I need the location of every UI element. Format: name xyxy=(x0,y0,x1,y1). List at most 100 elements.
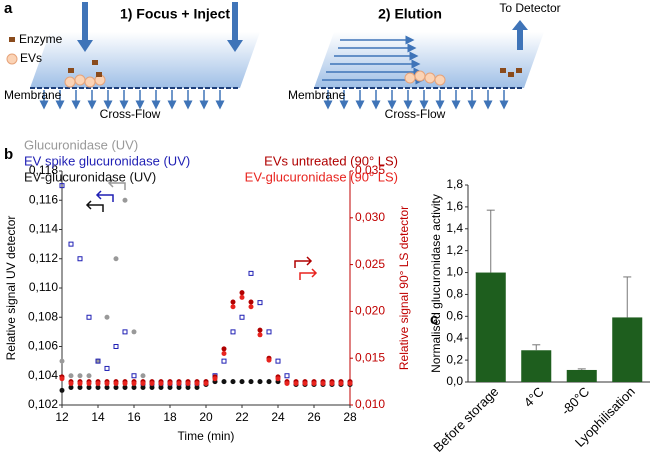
y-axis-title: Relative signal UV detector xyxy=(4,216,18,361)
point xyxy=(167,384,173,390)
diagram: 1) Focus + Inject 2) Elution Enzyme EVs … xyxy=(4,1,561,121)
y-tick-label: 1,4 xyxy=(446,221,463,235)
point xyxy=(86,314,92,320)
y-tick-label: 0,114 xyxy=(29,222,58,236)
point xyxy=(68,241,74,247)
bar xyxy=(612,317,643,382)
label: To Detector xyxy=(499,1,560,15)
point xyxy=(302,380,308,386)
y-tick-label: 0,112 xyxy=(29,251,58,265)
point xyxy=(131,329,137,335)
y-axis-title: Normalised glucuronidase activity xyxy=(429,194,443,373)
point xyxy=(59,358,65,364)
y-tick-label: 0,6 xyxy=(446,309,463,323)
point xyxy=(176,384,182,390)
point xyxy=(122,380,128,386)
point xyxy=(248,304,254,310)
y2-axis-title: Relative signal 90° LS detector xyxy=(397,206,411,370)
flow-arrows xyxy=(77,2,528,52)
point xyxy=(248,299,254,305)
point xyxy=(131,384,137,390)
point xyxy=(95,358,101,364)
point xyxy=(230,379,236,385)
y-tick-label: 0,108 xyxy=(28,309,58,323)
bar xyxy=(566,369,597,382)
point xyxy=(68,373,74,379)
y2-tick-label: 0,015 xyxy=(355,350,385,364)
x-tick-label: 12 xyxy=(55,410,69,424)
point xyxy=(239,379,245,385)
point xyxy=(221,358,227,364)
point xyxy=(248,270,254,276)
x-tick-label: 16 xyxy=(127,410,141,424)
point xyxy=(212,376,218,382)
point xyxy=(95,358,101,364)
panel-label: a xyxy=(4,0,13,17)
point xyxy=(221,346,227,352)
y-tick-label: 0,106 xyxy=(28,339,58,353)
y-tick-label: 0,110 xyxy=(29,280,58,294)
label: Membrane xyxy=(4,88,62,102)
point xyxy=(149,384,155,390)
point xyxy=(77,373,83,379)
panel-label: b xyxy=(4,146,13,163)
y2-tick-label: 0,035 xyxy=(355,163,385,177)
x-tick-label: 4°C xyxy=(521,384,547,410)
y-tick-label: 1,0 xyxy=(446,265,463,279)
point xyxy=(257,327,263,333)
point xyxy=(257,332,263,338)
point xyxy=(293,380,299,386)
point xyxy=(284,373,290,379)
legend-entry: EV-glucuronidase (UV) xyxy=(24,169,156,184)
y2-tick-label: 0,030 xyxy=(355,210,385,224)
y2-tick-label: 0,025 xyxy=(355,257,385,271)
point xyxy=(176,380,182,386)
point xyxy=(194,380,200,386)
point xyxy=(77,256,83,262)
point xyxy=(113,384,119,390)
point xyxy=(140,373,146,379)
point xyxy=(203,380,209,386)
point xyxy=(275,358,281,364)
point xyxy=(239,290,245,296)
label: Cross-Flow xyxy=(100,107,161,121)
y-tick-label: 0,4 xyxy=(446,330,463,344)
point xyxy=(122,329,128,335)
point xyxy=(104,384,110,390)
y-tick-label: 1,8 xyxy=(446,177,463,191)
point xyxy=(221,379,227,385)
point xyxy=(86,373,92,379)
channel xyxy=(314,32,544,88)
point xyxy=(185,384,191,390)
channel xyxy=(30,32,260,88)
point xyxy=(284,380,290,386)
x-tick-label: 24 xyxy=(271,410,285,424)
point xyxy=(140,384,146,390)
y-tick-label: 0,2 xyxy=(446,352,463,366)
y-tick-label: 1,2 xyxy=(446,243,463,257)
point xyxy=(329,380,335,386)
point xyxy=(68,384,74,390)
point xyxy=(248,379,254,385)
point xyxy=(338,380,344,386)
x-tick-label: 14 xyxy=(91,410,105,424)
point xyxy=(122,197,128,203)
point xyxy=(230,299,236,305)
point xyxy=(167,380,173,386)
point xyxy=(239,314,245,320)
y-tick-label: 0,118 xyxy=(29,163,58,177)
step-title: 1) Focus + Inject xyxy=(120,6,230,22)
legend-entry: EVs untreated (90° LS) xyxy=(264,153,398,168)
point xyxy=(257,300,263,306)
point xyxy=(113,344,119,349)
y2-tick-label: 0,020 xyxy=(355,304,385,318)
point xyxy=(275,376,281,382)
point xyxy=(185,380,191,386)
legend-entry: EV-glucuronidase (90° LS) xyxy=(245,169,398,184)
point xyxy=(149,380,155,386)
label: Enzyme xyxy=(19,32,63,46)
point xyxy=(113,256,119,262)
point xyxy=(266,329,272,335)
y-tick-label: 0,102 xyxy=(28,397,58,411)
